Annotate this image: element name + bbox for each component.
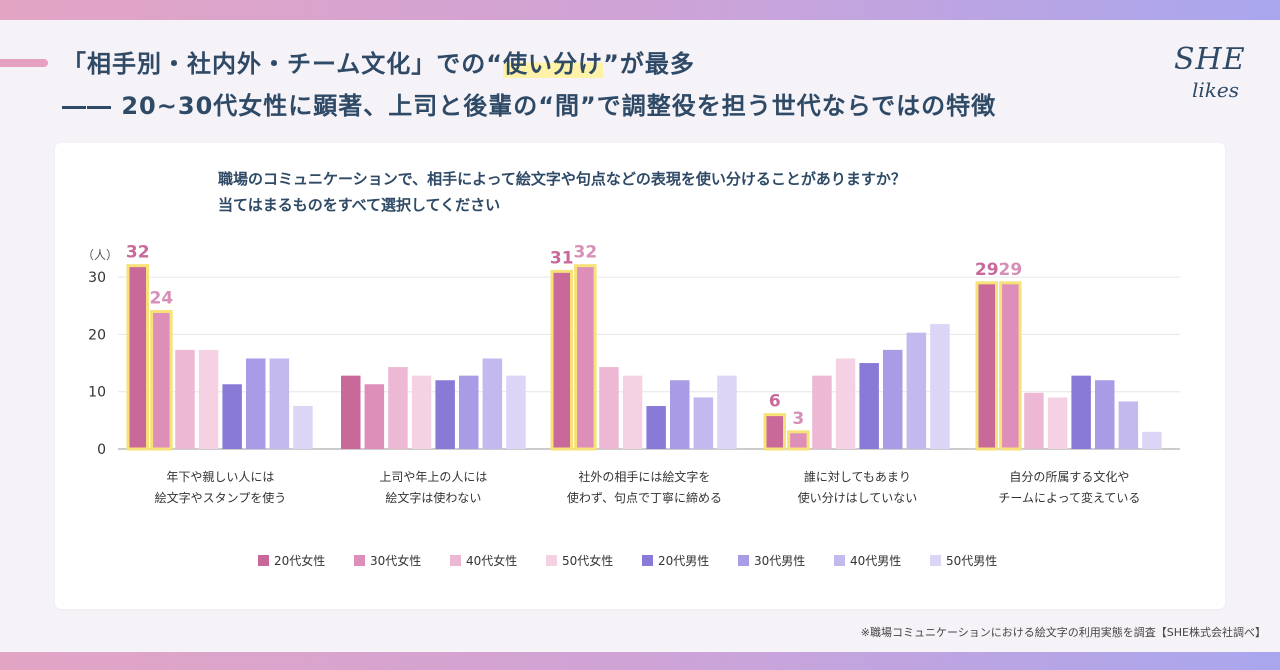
data-label: 31: [550, 248, 574, 268]
legend-label: 30代女性: [370, 553, 421, 568]
bar: [1118, 401, 1139, 449]
bar: [550, 269, 573, 451]
bar: [787, 430, 810, 451]
x-category-label: 上司や年上の人には: [379, 470, 487, 484]
legend-label: 30代男性: [754, 554, 805, 568]
y-tick-label: 30: [88, 270, 106, 286]
x-category-label: 絵文字やスタンプを使う: [155, 490, 287, 505]
bar: [198, 349, 219, 449]
legend-label: 40代男性: [850, 554, 901, 568]
bar: [930, 324, 950, 449]
bar: [150, 309, 173, 451]
title-accent-bar: [0, 59, 48, 67]
legend-swatch: [642, 555, 653, 566]
bar: [175, 349, 195, 449]
bar: [1024, 392, 1044, 449]
bar: [459, 375, 479, 449]
legend-swatch: [930, 555, 941, 566]
x-category-label: 社外の相手には絵文字を: [578, 469, 710, 484]
legend-swatch: [450, 555, 461, 566]
bar: [999, 281, 1022, 451]
x-category-label: 絵文字は使わない: [385, 490, 481, 505]
legend-label: 50代女性: [562, 553, 613, 568]
bar: [835, 358, 856, 449]
bar: [222, 384, 242, 449]
bar: [975, 281, 998, 451]
bar: [1047, 397, 1068, 449]
logo-text-likes: likes: [1192, 78, 1240, 102]
question-line-1: 職場のコミュニケーションで、相手によって絵文字や句点などの表現を使い分けることが…: [218, 170, 906, 188]
bar: [646, 406, 666, 449]
bar: [622, 375, 643, 449]
legend-swatch: [258, 555, 269, 566]
bar: [599, 367, 619, 449]
survey-question: 職場のコミュニケーションで、相手によって絵文字や句点などの表現を使い分けることが…: [218, 166, 1118, 218]
bar: [435, 380, 455, 449]
bar: [506, 375, 526, 449]
legend-label: 40代女性: [466, 553, 517, 568]
bar: [126, 264, 149, 451]
y-tick-label: 0: [97, 442, 106, 458]
bottom-gradient-band: [0, 652, 1280, 670]
x-category-label: 自分の所属する文化や: [1009, 469, 1129, 484]
bar: [693, 397, 714, 449]
legend-label: 20代女性: [274, 553, 325, 568]
bar: [812, 375, 832, 449]
y-axis-unit-label: （人）: [82, 248, 118, 262]
bar: [574, 264, 597, 451]
x-category-label: 使わず、句点で丁寧に締める: [567, 490, 722, 505]
headline-pre: 「相手別・社内外・チーム文化」での“: [62, 50, 504, 78]
data-label: 24: [150, 288, 174, 308]
legend-swatch: [354, 555, 365, 566]
bar: [388, 367, 408, 449]
legend-label: 20代男性: [658, 554, 709, 568]
data-label: 6: [769, 392, 781, 412]
bar: [906, 332, 927, 449]
logo-text-she: SHE: [1174, 42, 1246, 77]
data-label: 29: [999, 260, 1023, 280]
legend-swatch: [738, 555, 749, 566]
bar: [364, 384, 385, 449]
bar: [883, 349, 903, 449]
headline-post: ”が最多: [603, 50, 695, 78]
x-category-label: チームによって変えている: [998, 490, 1140, 505]
bar: [859, 363, 879, 449]
bar: [411, 375, 432, 449]
bar: [482, 358, 503, 449]
bar: [1095, 380, 1115, 449]
legend-swatch: [546, 555, 557, 566]
data-label: 29: [975, 260, 999, 280]
legend-label: 50代男性: [946, 554, 997, 568]
data-label: 32: [126, 243, 150, 263]
x-category-label: 使い分けはしていない: [798, 490, 918, 505]
data-label: 3: [792, 409, 804, 429]
headline-highlight: 使い分け: [503, 50, 604, 78]
y-tick-label: 10: [88, 385, 106, 401]
bar: [670, 380, 690, 449]
x-category-label: 年下や親しい人には: [166, 470, 274, 484]
bar: [246, 358, 266, 449]
legend-swatch: [834, 555, 845, 566]
headline-line-2: ―― 20~30代女性に顕著、上司と後輩の“間”で調整役を担う世代ならではの特徴: [62, 92, 997, 120]
she-likes-logo: SHE likes: [1170, 40, 1260, 110]
headline-line-1: 「相手別・社内外・チーム文化」での“使い分け”が最多: [62, 44, 1142, 84]
bar: [1142, 431, 1162, 449]
question-line-2: 当てはまるものをすべて選択してください: [218, 196, 501, 214]
bar: [763, 413, 786, 451]
y-tick-label: 20: [88, 327, 106, 343]
bar: [717, 375, 737, 449]
data-label: 32: [574, 243, 598, 263]
bar: [269, 358, 290, 449]
bar: [1071, 375, 1091, 449]
source-footnote: ※職場コミュニケーションにおける絵文字の利用実態を調査【SHE株式会社調べ】: [860, 626, 1266, 639]
bar: [341, 375, 361, 449]
top-gradient-band: [0, 0, 1280, 20]
x-category-label: 誰に対してもあまり: [804, 469, 911, 484]
bar: [293, 406, 313, 449]
